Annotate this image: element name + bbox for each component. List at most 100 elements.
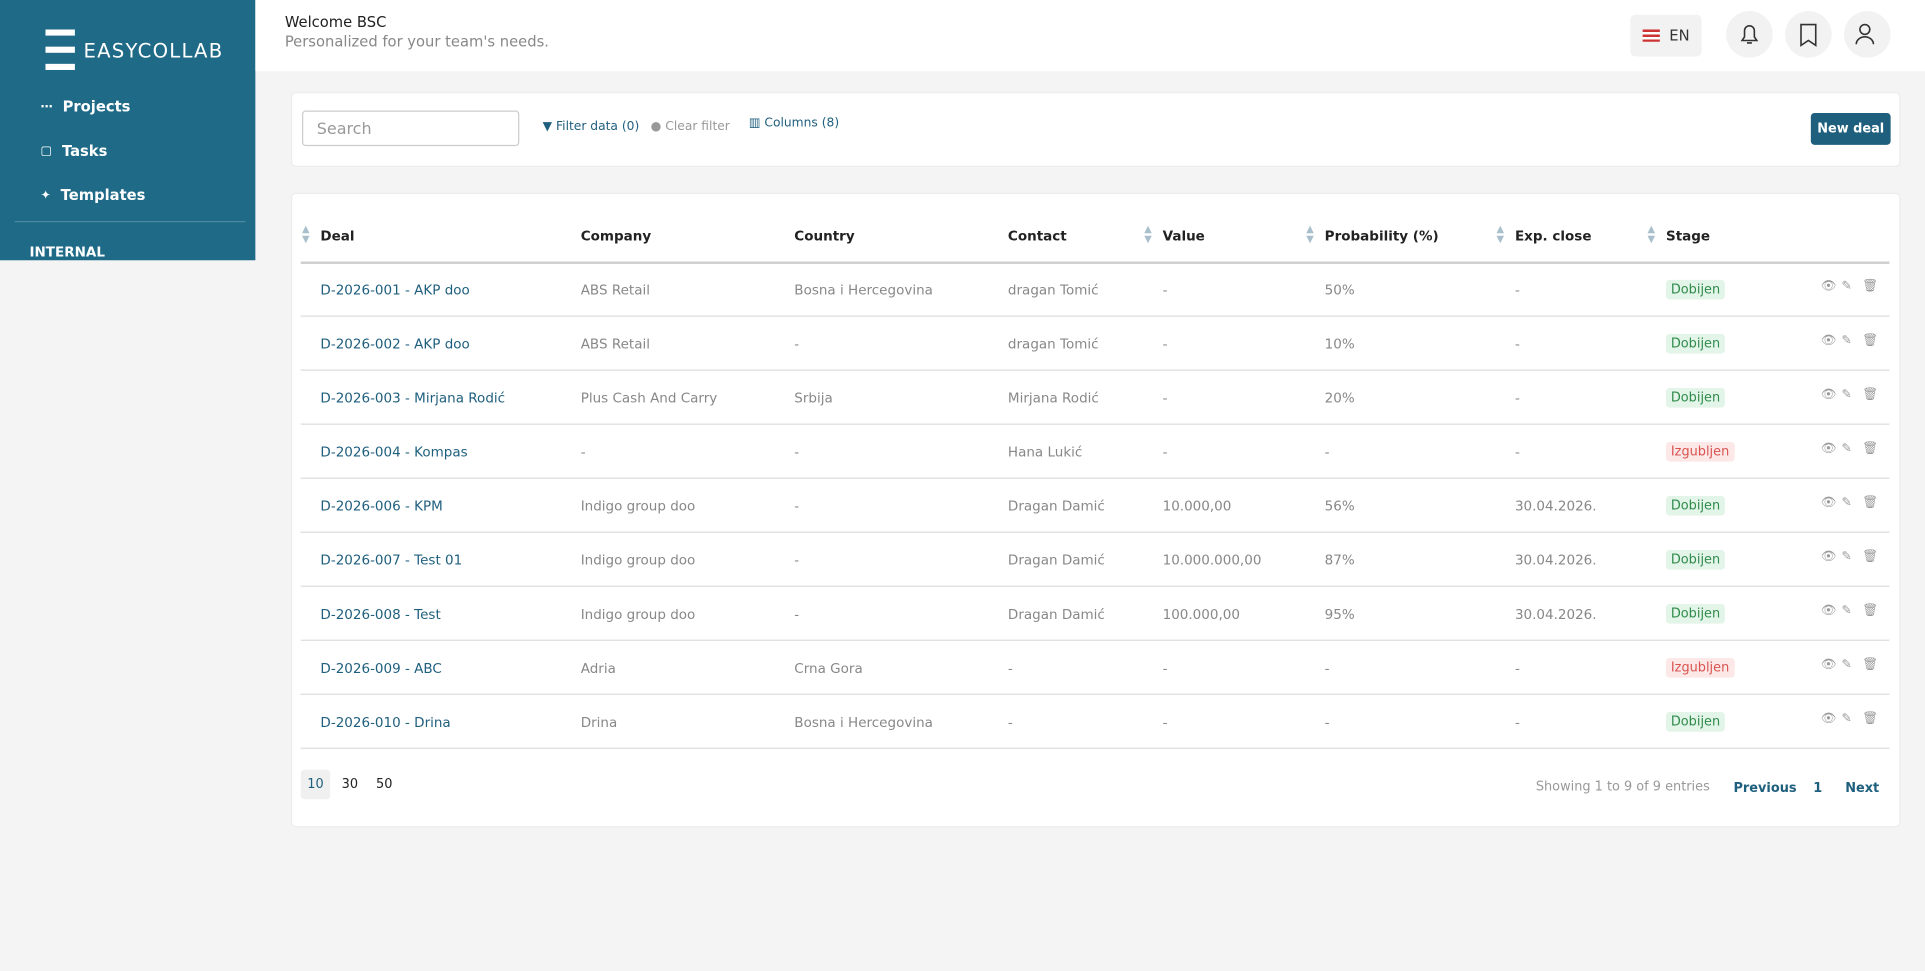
sort-icon[interactable]: ▲ ▼ xyxy=(1496,223,1505,245)
cell: - xyxy=(1514,336,1520,353)
column-header[interactable]: Exp. close xyxy=(1514,228,1592,245)
cell: - xyxy=(1162,660,1168,677)
cell: - xyxy=(794,606,800,623)
view-button[interactable]: 👁 xyxy=(1820,387,1837,402)
edit-button[interactable]: ✎ xyxy=(1841,658,1852,672)
nav-item[interactable]: ▢ Tasks xyxy=(40,142,108,160)
view-button[interactable]: 👁 xyxy=(1820,712,1837,726)
edit-button[interactable]: ✎ xyxy=(1841,495,1852,510)
cell: - xyxy=(1162,444,1168,461)
sort-icon[interactable]: ▲ ▼ xyxy=(302,223,310,245)
nav-item[interactable]: ⋯ Projects xyxy=(40,98,131,116)
delete-button[interactable]: 🗑 xyxy=(1862,333,1878,348)
deal-link[interactable]: D-2026-003 - Mirjana Rodić xyxy=(320,390,506,407)
deal-link[interactable]: D-2026-009 - ABC xyxy=(320,660,442,677)
cell: - xyxy=(1324,714,1330,731)
page-size[interactable]: 30 xyxy=(341,777,359,792)
edit-button[interactable]: ✎ xyxy=(1841,712,1852,726)
cell: Indigo group doo xyxy=(580,552,696,569)
delete-button[interactable]: 🗑 xyxy=(1862,550,1878,564)
sidebar: EASYCOLLAB ⋯ Projects ▢ Tasks ✦ Templates I… xyxy=(0,0,256,261)
new-deal-button[interactable]: New deal xyxy=(1810,112,1891,145)
column-header[interactable]: Company xyxy=(580,228,652,245)
delete-button[interactable]: 🗑 xyxy=(1862,658,1878,672)
cell: 10% xyxy=(1324,336,1355,353)
cell: - xyxy=(1007,660,1013,677)
delete-button[interactable]: 🗑 xyxy=(1862,441,1878,456)
page-size[interactable]: 10 xyxy=(300,769,331,800)
profile[interactable] xyxy=(1843,11,1891,58)
logo-text: EASYCOLLAB xyxy=(83,39,224,63)
bookmarks[interactable] xyxy=(1785,11,1832,58)
column-header[interactable]: Country xyxy=(794,228,855,245)
deal-link[interactable]: D-2026-006 - KPM xyxy=(320,498,443,515)
sort-icon[interactable]: ▲ ▼ xyxy=(1144,223,1152,245)
filter-button[interactable]: ▼ Filter data (0) xyxy=(542,120,640,134)
stage-badge: Izgubljen xyxy=(1665,441,1735,462)
view-button[interactable]: 👁 xyxy=(1820,604,1837,618)
cell: Dragan Damić xyxy=(1007,498,1105,515)
cell: - xyxy=(794,444,800,461)
cell: - xyxy=(1162,282,1168,299)
header: Welcome BSC Personalized for your team's… xyxy=(255,0,1925,72)
cell: 10.000.000,00 xyxy=(1162,552,1262,569)
deal-link[interactable]: D-2026-010 - Drina xyxy=(320,714,451,731)
deal-link[interactable]: D-2026-002 - AKP doo xyxy=(320,336,470,353)
search-input[interactable]: Search xyxy=(302,110,520,147)
cell: - xyxy=(794,336,800,353)
next-button[interactable]: Next xyxy=(1845,780,1880,796)
delete-button[interactable]: 🗑 xyxy=(1862,279,1878,294)
column-header[interactable]: Contact xyxy=(1007,228,1067,245)
edit-button[interactable]: ✎ xyxy=(1841,333,1852,348)
nav-label: Projects xyxy=(62,98,131,116)
language-button[interactable]: EN xyxy=(1630,14,1702,57)
page-size[interactable]: 50 xyxy=(376,777,393,792)
row-line xyxy=(300,531,1890,533)
deal-link[interactable]: D-2026-007 - Test 01 xyxy=(320,552,463,569)
cell: Mirjana Rodić xyxy=(1007,390,1099,407)
columns-button[interactable]: ▥ Columns (8) xyxy=(748,116,840,131)
edit-button[interactable]: ✎ xyxy=(1841,279,1852,294)
delete-button[interactable]: 🗑 xyxy=(1862,604,1878,618)
edit-button[interactable]: ✎ xyxy=(1841,387,1852,402)
edit-button[interactable]: ✎ xyxy=(1841,604,1852,618)
deal-link[interactable]: D-2026-001 - AKP doo xyxy=(320,282,470,299)
view-button[interactable]: 👁 xyxy=(1820,441,1837,456)
deal-link[interactable]: D-2026-008 - Test xyxy=(320,606,441,623)
cell: - xyxy=(1514,282,1520,299)
clear-filter[interactable]: ● Clear filter xyxy=(650,120,730,134)
cell: Dragan Damić xyxy=(1007,606,1105,623)
column-header[interactable]: Probability (%) xyxy=(1324,228,1439,245)
column-header[interactable]: Value xyxy=(1162,228,1205,245)
nav-item[interactable]: ✦ Templates xyxy=(40,186,146,204)
cell: Indigo group doo xyxy=(580,606,696,623)
view-button[interactable]: 👁 xyxy=(1820,658,1837,672)
view-button[interactable]: 👁 xyxy=(1820,333,1837,348)
cell: - xyxy=(1162,336,1168,353)
stage-badge: Dobijen xyxy=(1665,495,1726,516)
delete-button[interactable]: 🗑 xyxy=(1862,712,1878,726)
cell: 20% xyxy=(1324,390,1355,407)
cell: dragan Tomić xyxy=(1007,282,1099,299)
delete-button[interactable]: 🗑 xyxy=(1862,387,1878,402)
view-button[interactable]: 👁 xyxy=(1820,495,1837,510)
sort-icon[interactable]: ▲ ▼ xyxy=(1306,223,1314,245)
view-button[interactable]: 👁 xyxy=(1820,550,1837,564)
column-header[interactable]: Deal xyxy=(320,228,355,245)
cell: Bosna i Hercegovina xyxy=(794,282,933,299)
column-header[interactable]: Stage xyxy=(1665,228,1711,245)
cell: Hana Lukić xyxy=(1007,444,1083,461)
delete-button[interactable]: 🗑 xyxy=(1862,495,1878,510)
cell: 10.000,00 xyxy=(1162,498,1232,515)
section-label: INTERNAL xyxy=(29,244,105,261)
previous-button[interactable]: Previous xyxy=(1733,780,1797,796)
deal-link[interactable]: D-2026-004 - Kompas xyxy=(320,444,468,461)
notifications[interactable] xyxy=(1726,11,1773,58)
page-button[interactable]: 1 xyxy=(1813,780,1823,796)
sort-icon[interactable]: ▲ ▼ xyxy=(1647,223,1656,245)
view-button[interactable]: 👁 xyxy=(1820,279,1837,294)
edit-button[interactable]: ✎ xyxy=(1841,550,1852,564)
cell: dragan Tomić xyxy=(1007,336,1099,353)
edit-button[interactable]: ✎ xyxy=(1841,441,1852,456)
